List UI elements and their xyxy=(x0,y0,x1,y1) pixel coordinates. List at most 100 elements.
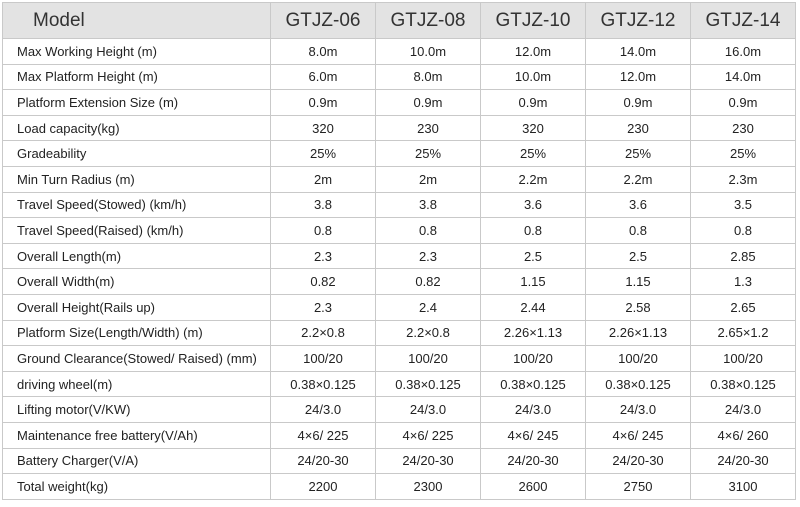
spec-value: 2.65 xyxy=(690,293,796,321)
spec-row: Lifting motor(V/KW) 24/3.0 24/3.0 24/3.0 24/… xyxy=(2,396,796,423)
spec-row: Max Platform Height (m) 6.0m 8.0m 10.0m 12.0… xyxy=(2,63,796,91)
spec-value: 230 xyxy=(690,114,796,142)
spec-value: 0.38×0.125 xyxy=(690,370,796,398)
spec-row: Travel Speed(Raised) (km/h) 0.8 0.8 0.8 0.8 0… xyxy=(2,217,796,244)
spec-label: Max Working Height (m) xyxy=(2,38,271,65)
spec-row: Load capacity(kg) 320 230 320 230 230 xyxy=(2,114,796,142)
spec-value: 10.0m xyxy=(480,63,586,91)
spec-value: 25% xyxy=(585,140,691,167)
spec-label: Overall Width(m) xyxy=(2,268,271,295)
spec-value: 230 xyxy=(585,114,691,142)
spec-row: Battery Charger(V/A) 24/20-30 24/20-30 24/2… xyxy=(2,447,796,475)
spec-value: 0.38×0.125 xyxy=(270,370,376,398)
spec-value: 0.9m xyxy=(690,89,796,116)
spec-value: 2300 xyxy=(375,473,481,500)
spec-value: 2.3 xyxy=(375,242,481,270)
header-label: Model xyxy=(2,2,271,39)
spec-value: 24/3.0 xyxy=(585,396,691,423)
spec-value: 24/3.0 xyxy=(480,396,586,423)
spec-label: Platform Extension Size (m) xyxy=(2,89,271,116)
spec-value: 12.0m xyxy=(480,38,586,65)
spec-value: 2.26×1.13 xyxy=(585,319,691,347)
spec-row: Total weight(kg) 2200 2300 2600 2750 3100 xyxy=(2,473,796,500)
model-header: GTJZ-10 xyxy=(480,2,586,39)
spec-value: 0.8 xyxy=(480,217,586,244)
spec-value: 25% xyxy=(375,140,481,167)
spec-value: 2.5 xyxy=(480,242,586,270)
spec-value: 0.38×0.125 xyxy=(480,370,586,398)
spec-value: 0.82 xyxy=(270,268,376,295)
spec-value: 10.0m xyxy=(375,38,481,65)
spec-row: Platform Size(Length/Width) (m) 2.2×0.8 2.… xyxy=(2,319,796,347)
spec-value: 1.15 xyxy=(480,268,586,295)
spec-value: 4×6/ 225 xyxy=(270,421,376,449)
spec-value: 12.0m xyxy=(585,63,691,91)
spec-value: 14.0m xyxy=(690,63,796,91)
spec-value: 0.38×0.125 xyxy=(375,370,481,398)
spec-value: 100/20 xyxy=(690,345,796,372)
spec-value: 2.85 xyxy=(690,242,796,270)
spec-label: Lifting motor(V/KW) xyxy=(2,396,271,423)
spec-value: 100/20 xyxy=(585,345,691,372)
spec-value: 0.8 xyxy=(585,217,691,244)
spec-value: 0.9m xyxy=(585,89,691,116)
spec-label: Ground Clearance(Stowed/ Raised) (mm) xyxy=(2,345,271,372)
spec-value: 4×6/ 260 xyxy=(690,421,796,449)
spec-value: 2.2m xyxy=(585,165,691,193)
spec-table: Model GTJZ-06 GTJZ-08 GTJZ-10 GTJZ-12 GTJZ-14… xyxy=(2,2,796,500)
spec-value: 8.0m xyxy=(375,63,481,91)
spec-value: 0.9m xyxy=(270,89,376,116)
spec-value: 2.44 xyxy=(480,293,586,321)
spec-value: 4×6/ 245 xyxy=(585,421,691,449)
spec-label: Gradeability xyxy=(2,140,271,167)
spec-label: Travel Speed(Raised) (km/h) xyxy=(2,217,271,244)
spec-label: Travel Speed(Stowed) (km/h) xyxy=(2,191,271,219)
spec-value: 3100 xyxy=(690,473,796,500)
spec-value: 24/20-30 xyxy=(270,447,376,475)
spec-label: driving wheel(m) xyxy=(2,370,271,398)
spec-value: 230 xyxy=(375,114,481,142)
spec-row: Min Turn Radius (m) 2m 2m 2.2m 2.2m 2.3m xyxy=(2,165,796,193)
spec-value: 8.0m xyxy=(270,38,376,65)
spec-value: 1.15 xyxy=(585,268,691,295)
model-header: GTJZ-08 xyxy=(375,2,481,39)
spec-value: 320 xyxy=(270,114,376,142)
spec-sheet: Model GTJZ-06 GTJZ-08 GTJZ-10 GTJZ-12 GTJZ-14… xyxy=(2,2,796,500)
spec-value: 24/20-30 xyxy=(690,447,796,475)
spec-value: 3.5 xyxy=(690,191,796,219)
spec-value: 0.9m xyxy=(375,89,481,116)
spec-value: 100/20 xyxy=(270,345,376,372)
model-header: GTJZ-12 xyxy=(585,2,691,39)
spec-value: 6.0m xyxy=(270,63,376,91)
spec-value: 0.82 xyxy=(375,268,481,295)
spec-value: 100/20 xyxy=(480,345,586,372)
spec-row: Max Working Height (m) 8.0m 10.0m 12.0m 14.0… xyxy=(2,38,796,65)
spec-value: 2750 xyxy=(585,473,691,500)
spec-value: 320 xyxy=(480,114,586,142)
spec-value: 2.26×1.13 xyxy=(480,319,586,347)
model-header: GTJZ-06 xyxy=(270,2,376,39)
spec-value: 0.9m xyxy=(480,89,586,116)
spec-value: 2.5 xyxy=(585,242,691,270)
spec-value: 24/20-30 xyxy=(480,447,586,475)
spec-value: 2600 xyxy=(480,473,586,500)
spec-value: 3.8 xyxy=(375,191,481,219)
spec-label: Min Turn Radius (m) xyxy=(2,165,271,193)
spec-value: 24/3.0 xyxy=(375,396,481,423)
spec-value: 24/20-30 xyxy=(585,447,691,475)
spec-value: 1.3 xyxy=(690,268,796,295)
header-row: Model GTJZ-06 GTJZ-08 GTJZ-10 GTJZ-12 GTJZ-14 xyxy=(2,2,796,39)
spec-label: Overall Height(Rails up) xyxy=(2,293,271,321)
spec-value: 2.3 xyxy=(270,242,376,270)
model-header: GTJZ-14 xyxy=(690,2,796,39)
spec-value: 24/20-30 xyxy=(375,447,481,475)
spec-row: Travel Speed(Stowed) (km/h) 3.8 3.8 3.6 3.6 3… xyxy=(2,191,796,219)
spec-value: 4×6/ 225 xyxy=(375,421,481,449)
spec-value: 0.38×0.125 xyxy=(585,370,691,398)
spec-value: 25% xyxy=(270,140,376,167)
spec-value: 0.8 xyxy=(690,217,796,244)
spec-row: Overall Length(m) 2.3 2.3 2.5 2.5 2.85 xyxy=(2,242,796,270)
spec-label: Max Platform Height (m) xyxy=(2,63,271,91)
spec-label: Platform Size(Length/Width) (m) xyxy=(2,319,271,347)
spec-row: driving wheel(m) 0.38×0.125 0.38×0.125 0.38… xyxy=(2,370,796,398)
